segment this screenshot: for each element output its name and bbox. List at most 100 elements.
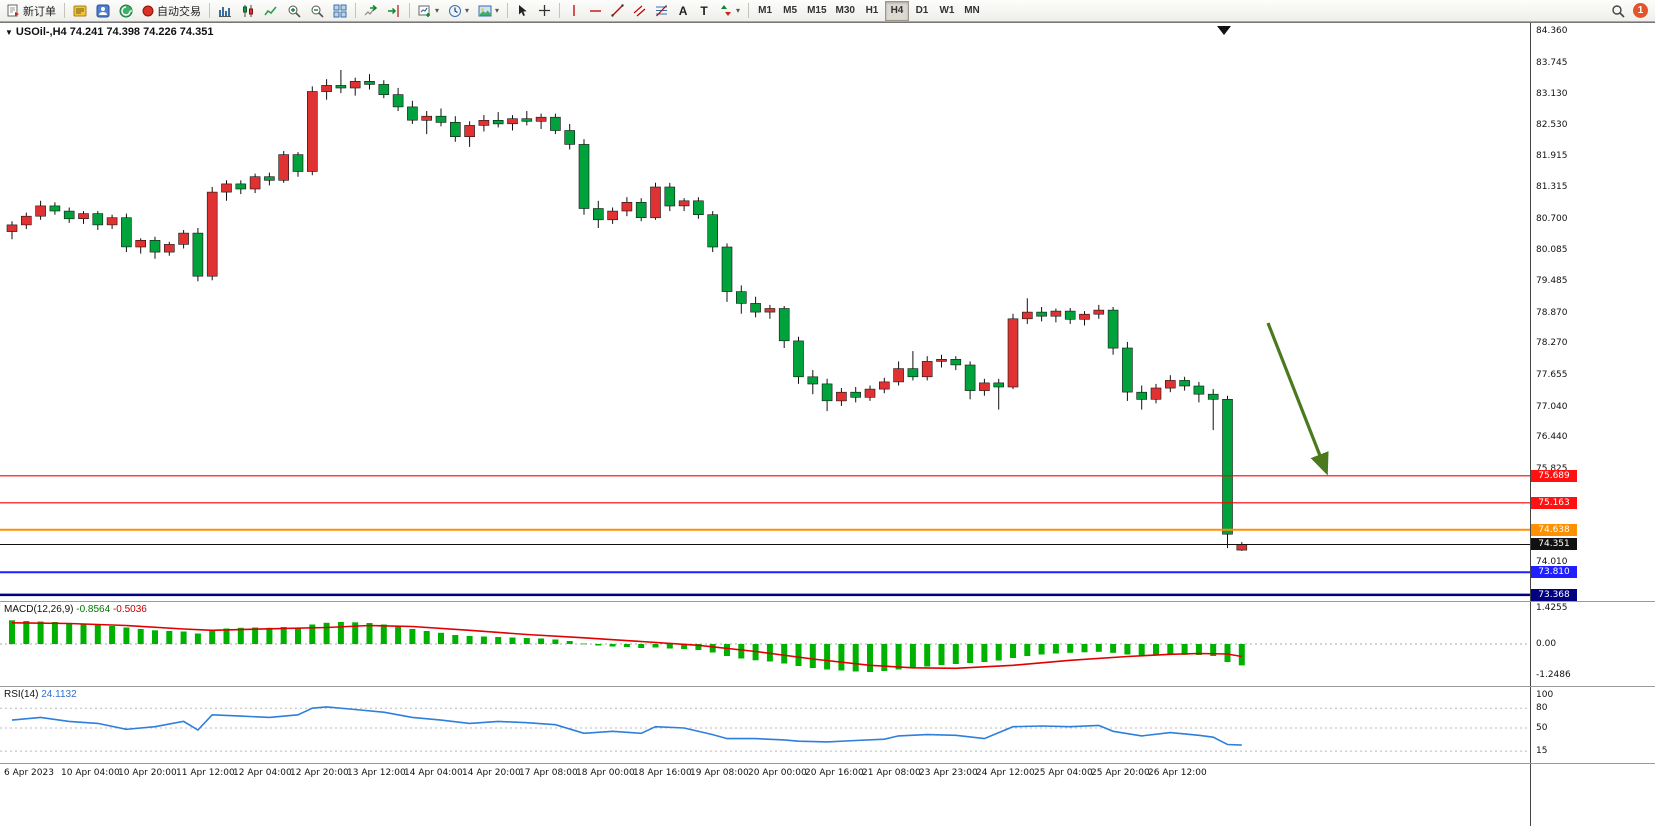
crosshair-button[interactable] <box>534 1 555 21</box>
periods-button[interactable]: ▾ <box>444 1 473 21</box>
bar-chart-button[interactable] <box>214 1 236 21</box>
clock-icon <box>448 4 462 18</box>
candle <box>478 120 490 126</box>
price-axis-label: 80.085 <box>1536 245 1568 255</box>
candle <box>893 368 904 383</box>
timeframe-button-h4[interactable]: H4 <box>884 0 909 21</box>
search-icon <box>1611 4 1625 18</box>
line-chart-button[interactable] <box>260 1 282 21</box>
autotrading-button[interactable]: 自动交易 <box>138 1 205 21</box>
candle <box>592 208 604 221</box>
timeframe-button-mn[interactable]: MN <box>960 1 984 21</box>
arrows-icon <box>719 4 733 17</box>
price-axis-label: 80.700 <box>1536 214 1568 224</box>
cursor-button[interactable] <box>512 1 533 21</box>
macd-histogram-bar <box>109 626 116 644</box>
navigator-button[interactable] <box>115 1 137 21</box>
price-axis[interactable]: 84.360 83.745 83.130 82.530 81.915 81.315 80.7… <box>1530 23 1655 826</box>
macd-histogram-bar <box>466 636 473 644</box>
candle <box>1079 313 1090 320</box>
price-tag: 73.810 <box>1531 566 1577 578</box>
zoom-out-button[interactable] <box>306 1 328 21</box>
auto-scroll-button[interactable] <box>360 1 382 21</box>
vertical-line-button[interactable] <box>564 1 584 21</box>
macd-histogram-bar <box>1081 644 1088 653</box>
candle <box>35 205 46 217</box>
time-axis-label: 10 Apr 20:00 <box>118 768 177 778</box>
separator <box>409 3 410 18</box>
macd-histogram-bar <box>538 638 545 644</box>
chart-title-text: USOil-,H4 74.241 74.398 74.226 74.351 <box>15 26 214 38</box>
macd-histogram-bar <box>623 644 630 647</box>
templates-button[interactable]: ▾ <box>474 1 503 21</box>
macd-histogram-bar <box>352 622 359 645</box>
chart-window: ▼ USOil-,H4 74.241 74.398 74.226 74.351 … <box>0 22 1655 826</box>
macd-signal-line <box>11 622 1242 670</box>
new-order-label: 新订单 <box>23 5 56 18</box>
timeframe-button-m1[interactable]: M1 <box>753 1 777 21</box>
macd-histogram-bar <box>838 644 845 671</box>
macd-histogram-bar <box>1095 644 1102 652</box>
candle <box>178 232 189 245</box>
timeframe-button-h1[interactable]: H1 <box>860 1 884 21</box>
label-icon: T <box>700 3 708 18</box>
data-window-button[interactable] <box>92 1 114 21</box>
arrow-annotation[interactable] <box>1266 322 1329 476</box>
rsi-panel[interactable] <box>0 687 1530 763</box>
panel-divider[interactable] <box>0 601 1655 602</box>
new-chart-button[interactable]: ▾ <box>414 1 443 21</box>
macd-histogram-bar <box>995 644 1002 661</box>
channel-button[interactable] <box>629 1 650 21</box>
candle <box>693 200 704 216</box>
macd-histogram-bar <box>566 641 573 644</box>
data-window-icon <box>96 4 110 18</box>
candle <box>521 118 533 122</box>
label-tool-button[interactable]: T <box>694 1 714 21</box>
chart-shift-button[interactable] <box>383 1 405 21</box>
tile-windows-icon <box>333 4 347 18</box>
notification-badge[interactable]: 1 <box>1633 3 1648 18</box>
price-axis-label: 76.440 <box>1536 432 1568 442</box>
candle <box>249 176 261 190</box>
panel-divider[interactable] <box>0 686 1655 687</box>
candlestick-chart-button[interactable] <box>237 1 259 21</box>
fibonacci-button[interactable] <box>651 1 672 21</box>
rsi-value: 24.1132 <box>41 689 77 700</box>
trendline-icon <box>611 4 624 17</box>
price-axis-label: 83.130 <box>1536 89 1568 99</box>
chart-marker-triangle-icon[interactable] <box>1217 26 1231 35</box>
market-watch-button[interactable] <box>69 1 91 21</box>
macd-histogram-bar <box>967 644 974 663</box>
timeframe-button-d1[interactable]: D1 <box>910 1 934 21</box>
candle <box>979 382 990 391</box>
timeframe-button-w1[interactable]: W1 <box>935 1 959 21</box>
arrows-tool-button[interactable]: ▾ <box>715 1 744 21</box>
candle <box>63 210 75 220</box>
candle <box>206 191 218 277</box>
timeframe-button-m15[interactable]: M15 <box>803 1 830 21</box>
horizontal-line-button[interactable] <box>585 1 606 21</box>
macd-panel[interactable] <box>0 602 1530 686</box>
trendline-button[interactable] <box>607 1 628 21</box>
main-chart-area[interactable] <box>0 23 1530 601</box>
time-axis[interactable]: 6 Apr 2023 10 Apr 04:00 10 Apr 20:00 11 Apr… <box>0 764 1530 786</box>
candle <box>1021 311 1033 320</box>
macd-histogram-bar <box>1181 644 1188 655</box>
search-button[interactable] <box>1607 1 1629 21</box>
new-order-button[interactable]: 新订单 <box>3 1 60 21</box>
timeframe-button-m5[interactable]: M5 <box>778 1 802 21</box>
tile-windows-button[interactable] <box>329 1 351 21</box>
bar-chart-icon <box>218 4 232 18</box>
macd-histogram-bar <box>323 622 330 645</box>
separator <box>209 3 210 18</box>
macd-histogram-bar <box>652 644 659 648</box>
macd-histogram-bar <box>452 635 459 644</box>
timeframe-button-m30[interactable]: M30 <box>832 1 859 21</box>
candle <box>1050 310 1062 317</box>
text-tool-button[interactable]: A <box>673 1 693 21</box>
candle <box>1136 391 1147 400</box>
candle <box>535 116 547 122</box>
candle <box>49 205 61 212</box>
zoom-in-button[interactable] <box>283 1 305 21</box>
time-axis-label: 6 Apr 2023 <box>4 768 54 778</box>
